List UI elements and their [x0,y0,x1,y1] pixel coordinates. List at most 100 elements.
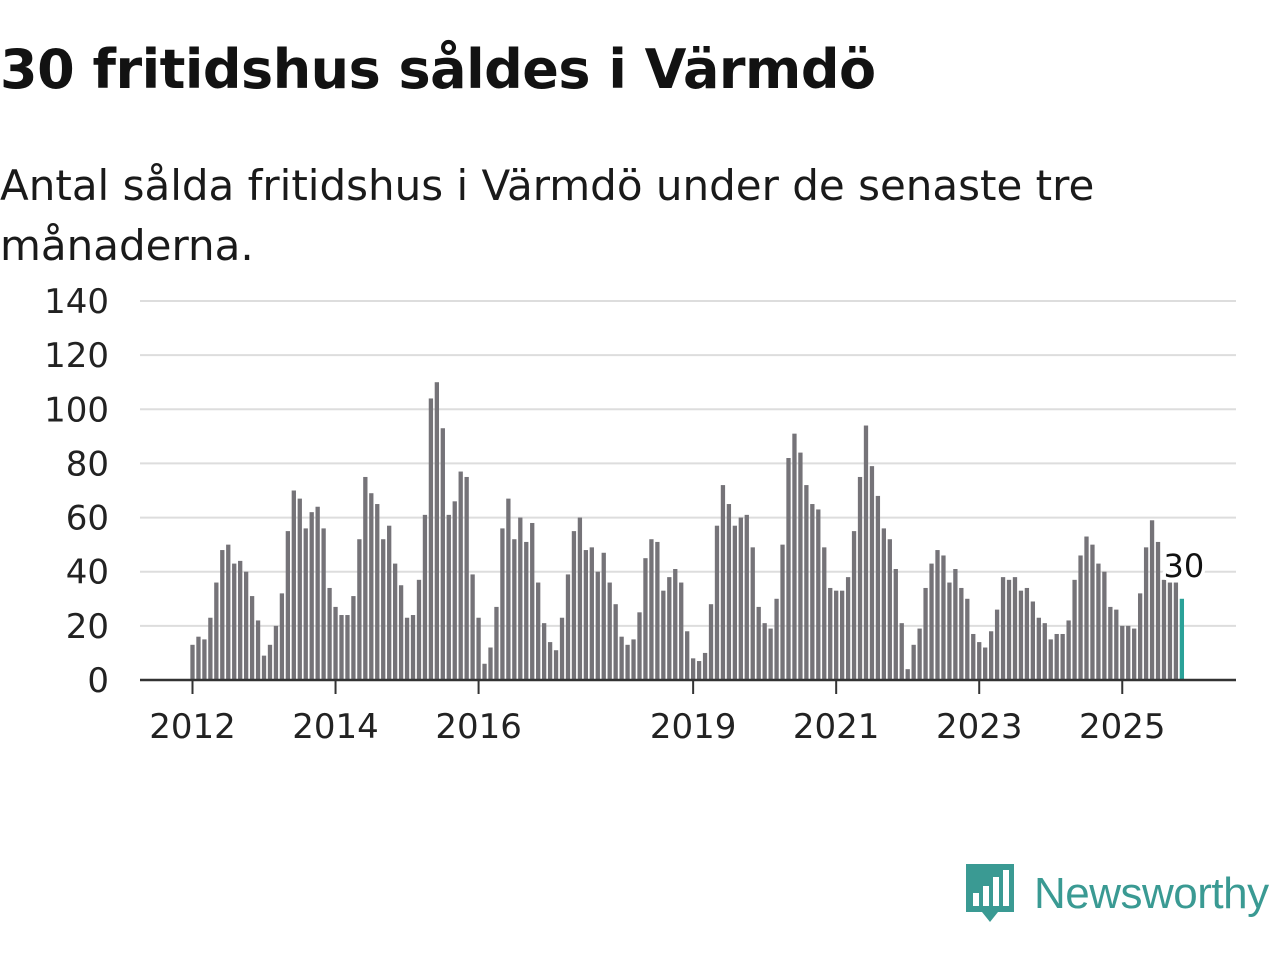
bar [297,498,302,680]
bar [655,541,660,680]
bar [1018,590,1024,680]
bar [541,623,547,680]
bar [214,582,219,680]
bar [238,560,243,680]
bar [708,604,714,680]
bar [279,593,285,680]
bar [398,585,404,680]
bar [774,598,779,680]
bar [422,514,428,680]
bar [267,644,273,680]
bar [363,476,368,680]
bar [410,615,416,680]
bar [768,628,773,680]
bar [762,623,767,680]
bar [822,547,827,680]
y-tick-label: 20 [66,607,109,647]
bar [273,625,279,680]
x-tick-label: 2012 [149,707,236,747]
y-tick-label: 120 [44,336,109,376]
bar [553,650,559,680]
bar [756,606,761,680]
bar [667,577,672,680]
bar [1173,582,1179,680]
bar [458,471,463,680]
bar [202,639,207,680]
bar [285,531,291,680]
bar [1000,577,1006,680]
bar [369,493,374,680]
bar [1132,628,1137,680]
bar [440,428,445,680]
bar [893,569,898,680]
bar [488,647,493,680]
x-tick-label: 2014 [292,707,379,747]
bar [732,525,738,680]
bar [994,609,1000,680]
bar [1066,620,1071,680]
bar [464,476,469,680]
bar [327,587,332,680]
bar [387,525,392,680]
bar [351,596,356,680]
bar [911,644,916,680]
bar [1078,555,1083,680]
bar [434,382,440,680]
x-tick-label: 2021 [793,707,880,747]
bar [1084,536,1089,680]
y-tick-label: 0 [87,661,109,701]
bar [1155,541,1161,680]
bar [881,528,887,680]
bar [792,433,797,680]
bar [345,615,350,680]
bar [196,636,201,680]
bar [1149,520,1155,680]
newsworthy-logo: Newsworthy [964,862,1269,926]
bar [971,633,976,680]
bar [631,639,636,680]
bar [851,531,857,680]
bar [649,539,654,680]
bar [750,547,755,680]
bar [530,522,535,680]
bar [321,528,326,680]
bar [1048,639,1053,680]
bar [661,590,666,680]
bar [607,582,612,680]
y-tick-label: 80 [66,444,109,484]
bar [494,606,499,680]
bar [798,452,803,680]
y-tick-label: 140 [44,282,109,322]
bar [690,658,696,680]
bar [1060,633,1065,680]
y-tick-label: 40 [66,553,109,593]
y-tick-label: 100 [44,390,109,430]
bar [786,458,791,680]
bar [1114,609,1119,680]
bar [506,498,511,680]
bar [404,617,410,680]
bar [917,628,922,680]
bar [816,509,821,680]
bar [869,466,875,680]
bar [309,512,314,680]
bar [536,582,541,680]
bar [601,552,606,680]
bar [1120,625,1125,680]
bar [381,539,386,680]
bar [315,506,320,680]
bar [1012,577,1018,680]
bar [357,539,362,680]
bar [1137,593,1143,680]
bar [679,582,684,680]
bar [595,571,600,680]
bar [1006,579,1012,680]
bar [428,398,434,680]
bar [559,617,565,680]
bar [685,631,690,680]
bar [1030,601,1036,680]
bar [714,525,720,680]
bar [1072,579,1077,680]
bar [1096,563,1101,680]
bar [834,590,839,680]
